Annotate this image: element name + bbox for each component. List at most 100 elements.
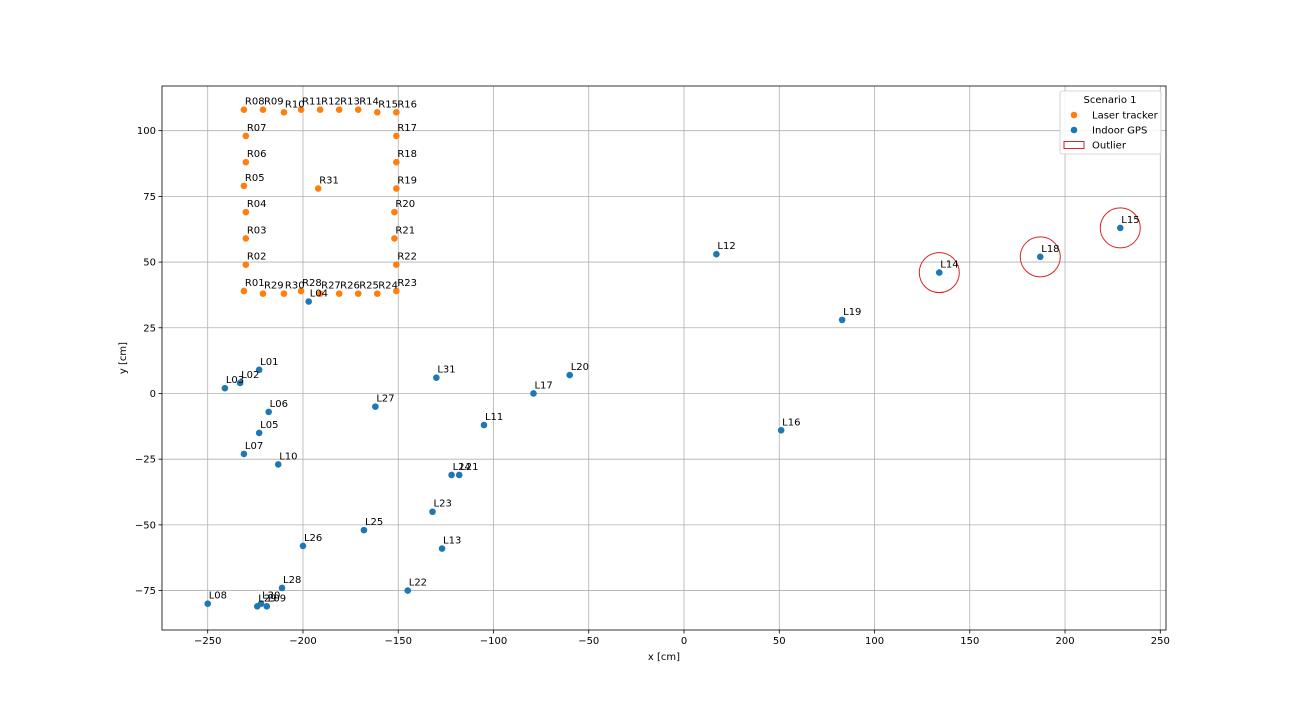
point-label-r31: R31 [319,175,339,186]
point-l11 [480,421,488,429]
y-tick-label: 75 [143,192,156,203]
y-tick-label: −75 [135,586,156,597]
point-label-l22: L22 [409,578,427,589]
axis-ticks: −250 −200 −150 −100 −50 0 50 100 150 200 250−75−50… [135,126,1170,647]
y-tick-label: −25 [135,455,156,466]
point-label-l25: L25 [365,517,383,528]
legend-label-0: Laser tracker [1092,111,1159,122]
point-label-r04: R04 [247,199,267,210]
point-r17 [393,132,400,140]
point-label-l20: L20 [571,362,589,373]
point-l30 [257,600,265,608]
point-l02 [236,379,244,387]
point-r08 [240,106,248,113]
legend: Scenario 1 Laser tracker Indoor GPS Outlie… [1059,90,1162,155]
legend-label-2: Outlier [1092,141,1127,152]
point-label-l27: L27 [376,394,394,405]
point-label-l09: L09 [268,593,286,604]
point-label-l02: L02 [241,370,259,381]
point-label-r05: R05 [245,173,265,184]
legend-marker-1 [1070,126,1078,134]
point-r31 [314,185,322,192]
point-label-r15: R15 [378,99,398,110]
point-r29 [259,290,267,297]
point-l28 [278,584,286,592]
point-l24 [448,471,455,479]
point-r27 [316,290,324,297]
point-label-r12: R12 [321,97,341,108]
point-label-r02: R02 [247,252,267,263]
y-tick-label: 25 [143,323,156,334]
x-tick-label: −200 [289,636,316,647]
y-tick-label: 50 [143,258,156,269]
point-l10 [274,461,282,468]
legend-label-1: Indoor GPS [1092,126,1147,137]
point-label-l13: L13 [443,536,461,547]
point-r20 [391,208,398,216]
legend-box [1059,90,1162,155]
point-label-r30: R30 [285,281,305,292]
point-label-r22: R22 [397,252,417,263]
point-r07 [242,132,250,140]
point-label-r18: R18 [397,149,417,160]
x-tick-label: 0 [681,636,687,647]
point-l21 [455,471,463,479]
point-label-l05: L05 [260,420,278,431]
point-label-r20: R20 [395,199,415,210]
point-r16 [393,108,400,116]
point-label-l29: L29 [258,593,276,604]
point-label-r01: R01 [245,278,265,289]
outlier-circle-l14 [918,252,960,294]
point-r10 [280,108,288,116]
point-l20 [566,371,573,379]
x-tick-label: 50 [773,636,786,647]
point-label-r08: R08 [245,97,265,108]
legend-marker-0 [1070,111,1078,119]
point-r24 [373,290,381,297]
point-label-r23: R23 [397,278,417,289]
y-tick-label: −50 [135,520,156,531]
point-r01 [240,287,248,295]
x-tick-label: −250 [194,636,221,647]
point-r23 [393,287,400,295]
point-l05 [255,429,263,437]
x-tick-label: 150 [960,636,979,647]
point-r30 [280,290,288,297]
point-label-l16: L16 [782,417,800,428]
plot-area-frame [161,85,1167,631]
outlier-circle-l18 [1019,236,1061,278]
point-label-r07: R07 [247,123,267,134]
point-label-r06: R06 [247,149,267,160]
point-r26 [335,290,343,297]
x-tick-label: −50 [578,636,599,647]
point-l07 [240,450,248,458]
point-r18 [393,158,400,166]
point-l06 [265,408,272,416]
legend-patch-2 [1063,141,1085,149]
point-r15 [373,108,381,116]
point-label-l06: L06 [270,399,288,410]
point-l26 [299,542,307,550]
point-label-r21: R21 [395,225,415,236]
point-l01 [255,366,263,374]
point-label-l11: L11 [485,412,503,423]
data-points [204,106,1124,610]
point-label-l19: L19 [843,307,861,318]
point-l04 [305,298,312,305]
point-label-r25: R25 [359,281,379,292]
point-label-l01: L01 [260,357,278,368]
point-label-r10: R10 [285,99,305,110]
point-label-l26: L26 [304,533,322,544]
point-r09 [259,106,267,113]
point-label-l10: L10 [279,451,297,462]
point-l12 [713,250,720,258]
outlier-circles [918,207,1141,294]
point-label-l12: L12 [717,241,735,252]
outlier-circle-l15 [1099,207,1141,249]
point-label-r09: R09 [264,97,284,108]
point-label-l08: L08 [209,591,227,602]
point-r05 [240,182,248,190]
point-r02 [242,261,250,269]
point-label-r28: R28 [302,278,322,289]
